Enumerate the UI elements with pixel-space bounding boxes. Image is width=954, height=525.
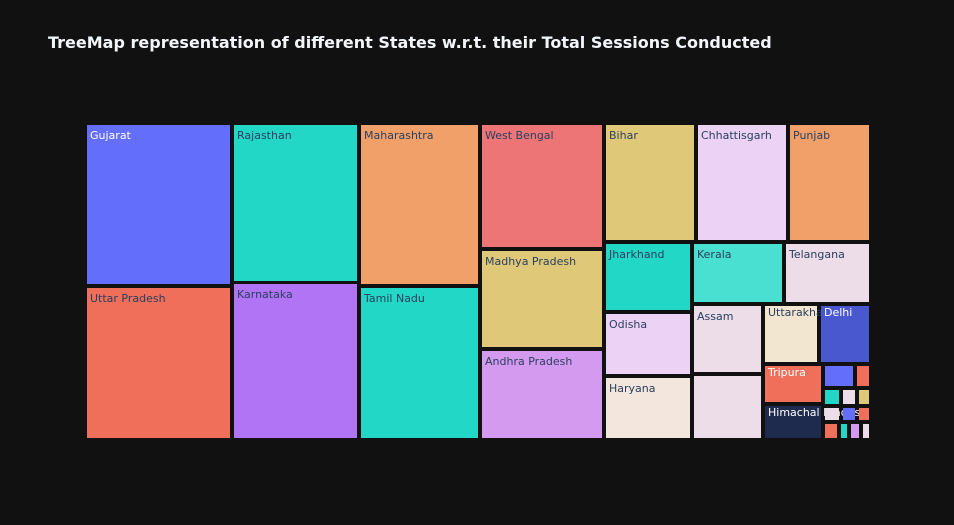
tile-small[interactable] [859, 408, 869, 420]
tile-small[interactable] [841, 424, 847, 438]
tile-label: Madhya Pradesh [485, 255, 576, 268]
tile-tamil-nadu[interactable] [361, 288, 478, 438]
tile-small[interactable] [857, 366, 869, 386]
tile-small[interactable] [825, 408, 839, 420]
tile-label: Jharkhand [608, 248, 665, 261]
tile-label: Uttar Pradesh [90, 292, 166, 305]
tile-karnataka[interactable] [234, 284, 357, 438]
tile-kerala[interactable] [694, 244, 782, 302]
tile-label: Himachal Pradesh [768, 406, 867, 419]
tile-rajasthan[interactable] [234, 125, 357, 281]
tile-label: Tamil Nadu [363, 292, 425, 305]
tile-haryana[interactable] [606, 378, 690, 438]
tile-label: Gujarat [90, 129, 132, 142]
tile-label: Haryana [609, 382, 656, 395]
tile-small[interactable] [825, 424, 837, 438]
tile-small[interactable] [825, 390, 839, 404]
tile-telangana[interactable] [786, 244, 869, 302]
tile-west-bengal[interactable] [482, 125, 602, 247]
tile-label: Andhra Pradesh [485, 355, 572, 368]
tile-delhi[interactable] [821, 306, 869, 362]
tile-label: Delhi [824, 306, 852, 319]
tile-label: Chhattisgarh [701, 129, 772, 142]
tile-gujarat[interactable] [87, 125, 230, 284]
tile-tripura[interactable] [765, 366, 821, 402]
tile-label: Maharashtra [364, 129, 434, 142]
tile-himachal-pradesh[interactable] [765, 406, 821, 438]
tile-punjab[interactable] [790, 125, 869, 240]
tile-small[interactable] [843, 408, 855, 420]
tile-small[interactable] [694, 376, 761, 438]
tile-bihar[interactable] [606, 125, 694, 240]
tile-small[interactable] [859, 390, 869, 404]
tile-label: Rajasthan [237, 129, 292, 142]
tile-label: Uttarakhand [768, 306, 837, 319]
tile-maharashtra[interactable] [361, 125, 478, 284]
tile-madhya-pradesh[interactable] [482, 251, 602, 347]
tile-label: Karnataka [237, 288, 293, 301]
tile-small[interactable] [863, 424, 869, 438]
tile-assam[interactable] [694, 306, 761, 372]
tile-label: Assam [697, 310, 733, 323]
tile-odisha[interactable] [606, 314, 690, 374]
tile-label: Tripura [767, 366, 806, 379]
tile-label: Bihar [609, 129, 638, 142]
tile-uttar-pradesh[interactable] [87, 288, 230, 438]
chart-title: TreeMap representation of different Stat… [48, 33, 772, 52]
tile-label: Kerala [697, 248, 732, 261]
tile-andhra-pradesh[interactable] [482, 351, 602, 438]
tile-label: Telangana [788, 248, 845, 261]
tile-label: West Bengal [485, 129, 554, 142]
tile-small[interactable] [843, 390, 855, 404]
tile-small[interactable] [825, 366, 853, 386]
tile-chhattisgarh[interactable] [698, 125, 786, 240]
tile-label: Odisha [609, 318, 647, 331]
tile-uttarakhand[interactable] [765, 306, 817, 362]
tile-jharkhand[interactable] [606, 244, 690, 310]
tile-small[interactable] [851, 424, 859, 438]
tile-label: Punjab [793, 129, 830, 142]
